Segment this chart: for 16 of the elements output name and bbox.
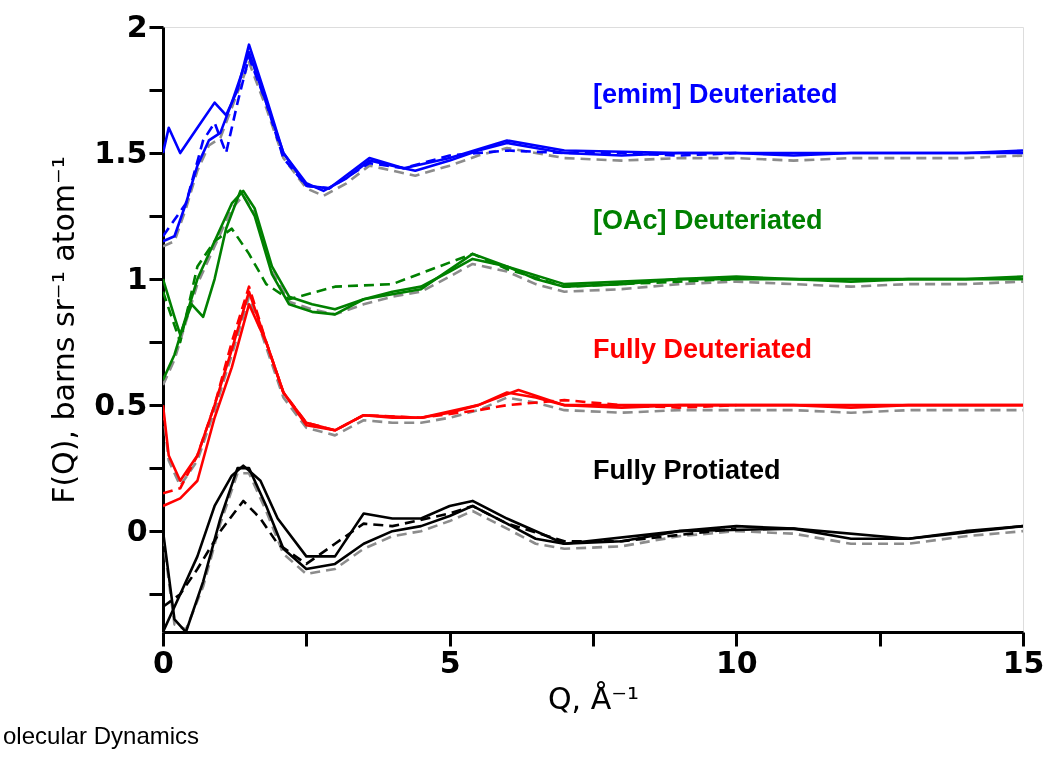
text: olecular Dynamics <box>3 722 200 749</box>
y-tick-label: 2 <box>126 8 148 44</box>
y-tick-label: 0 <box>126 512 148 548</box>
x-tick-label: 10 <box>715 644 758 680</box>
y-axis-title: F(Q), barns sr⁻¹ atom⁻¹ <box>46 156 82 504</box>
series-label: Fully Protiated <box>593 454 781 485</box>
x-axis-title: Q, Å⁻¹ <box>547 680 640 716</box>
x-tick-label: 5 <box>439 644 461 680</box>
y-tick-label: 1 <box>126 260 148 296</box>
series-label: Fully Deuteriated <box>593 333 813 364</box>
y-tick-label: 0.5 <box>94 386 148 422</box>
series-label: [OAc] Deuteriated <box>593 205 823 236</box>
x-tick-label: 15 <box>1002 644 1045 680</box>
y-tick-label: 1.5 <box>94 134 148 170</box>
x-tick-label: 0 <box>153 644 174 680</box>
series-label: [emim] Deuteriated <box>593 79 838 110</box>
